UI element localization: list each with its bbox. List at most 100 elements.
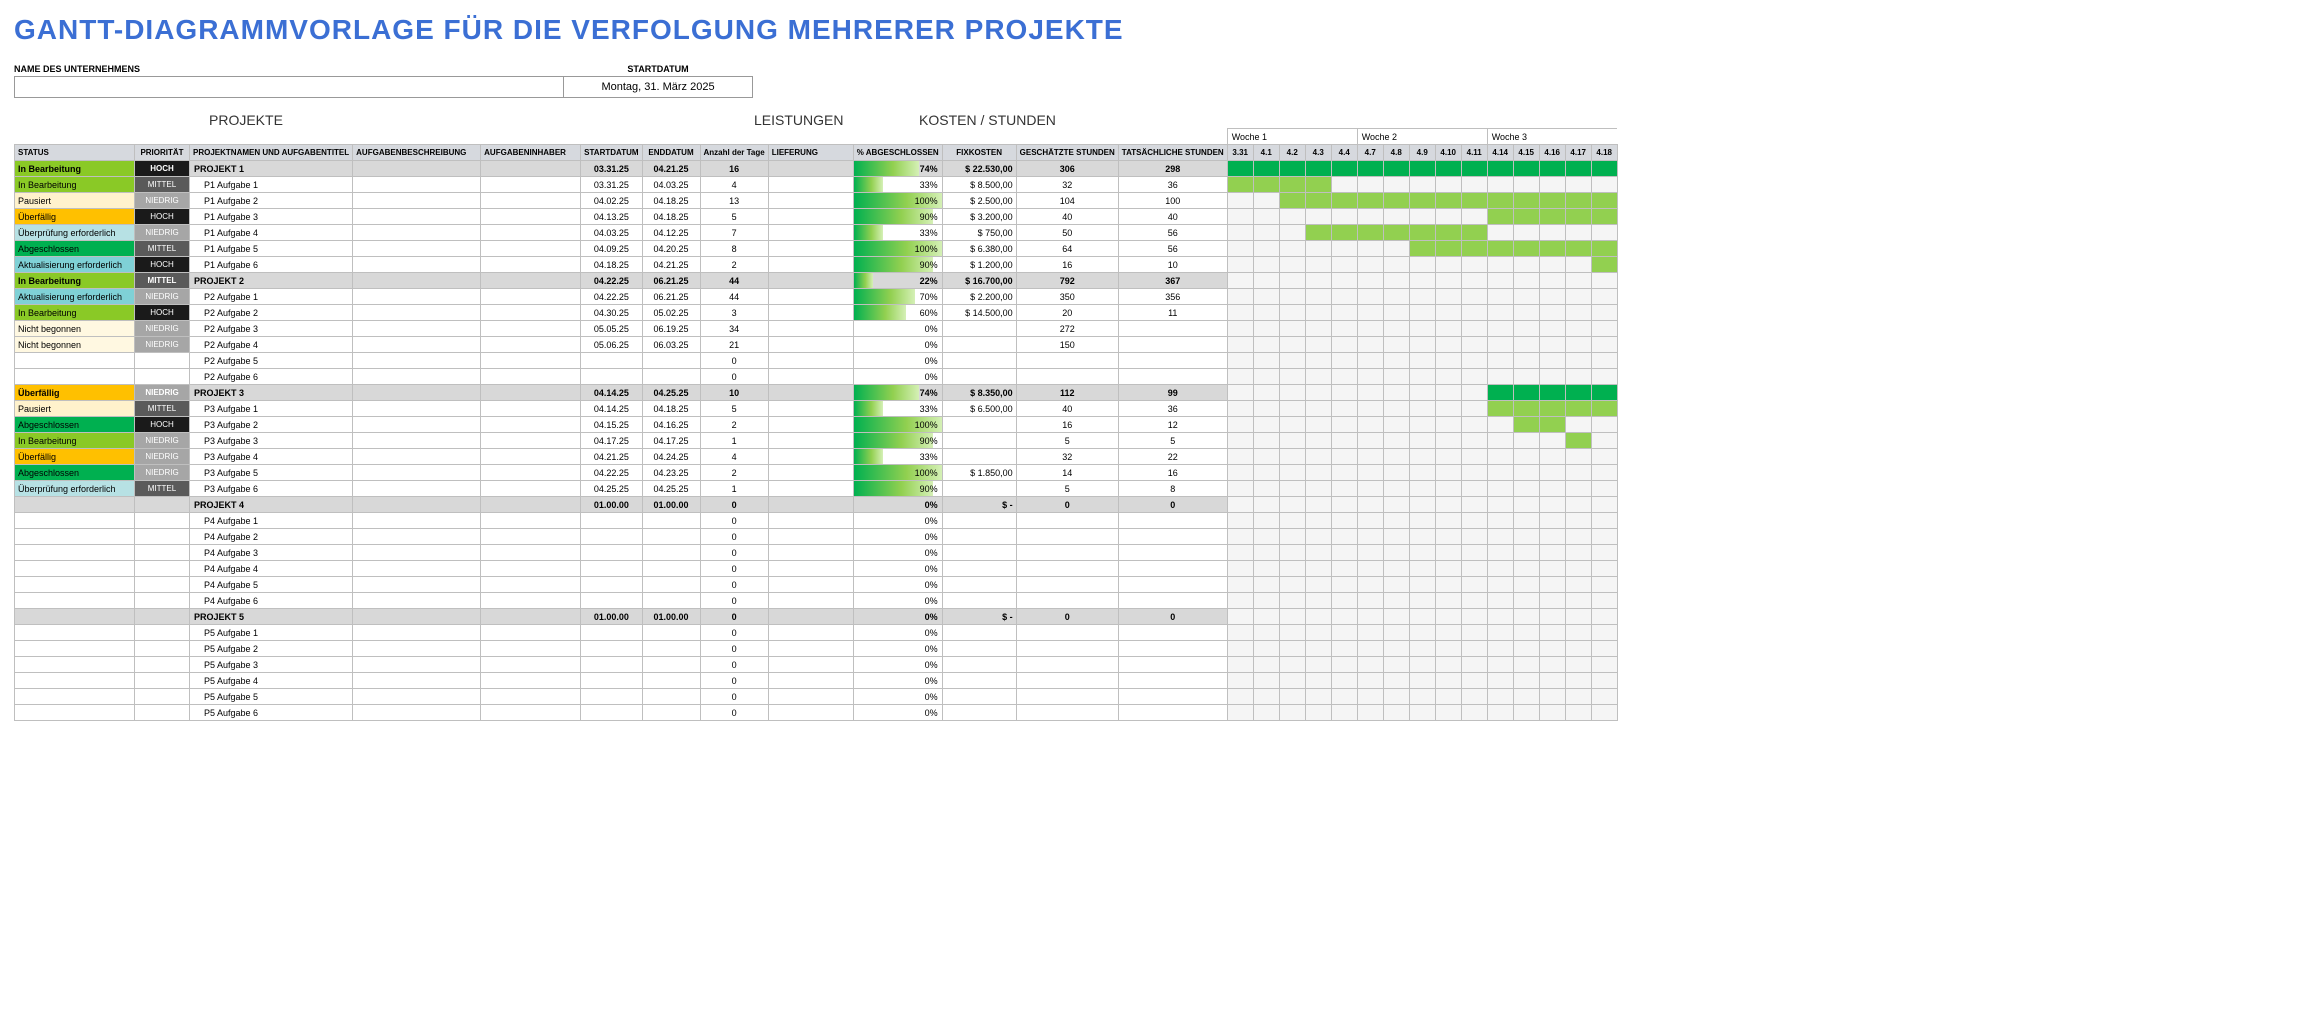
cell-desc[interactable] xyxy=(353,625,481,641)
gantt-cell[interactable] xyxy=(1383,433,1409,449)
col-end[interactable]: ENDDATUM xyxy=(642,145,700,161)
gantt-cell[interactable] xyxy=(1591,513,1617,529)
gantt-cell[interactable] xyxy=(1513,353,1539,369)
cell-desc[interactable] xyxy=(353,385,481,401)
gantt-cell[interactable] xyxy=(1513,321,1539,337)
gantt-cell[interactable] xyxy=(1461,353,1487,369)
gantt-cell[interactable] xyxy=(1539,417,1565,433)
cell-days[interactable]: 2 xyxy=(700,257,768,273)
cell-cost[interactable] xyxy=(942,641,1016,657)
cell-prio[interactable]: NIEDRIG xyxy=(135,225,190,241)
gantt-cell[interactable] xyxy=(1357,545,1383,561)
cell-act[interactable]: 40 xyxy=(1118,209,1227,225)
gantt-cell[interactable] xyxy=(1565,433,1591,449)
cell-prio[interactable]: HOCH xyxy=(135,417,190,433)
cell-days[interactable]: 5 xyxy=(700,401,768,417)
gantt-cell[interactable] xyxy=(1383,273,1409,289)
gantt-cell[interactable] xyxy=(1253,209,1279,225)
cell-cost[interactable] xyxy=(942,625,1016,641)
gantt-cell[interactable] xyxy=(1279,193,1305,209)
cell-prio[interactable] xyxy=(135,689,190,705)
gantt-cell[interactable] xyxy=(1513,673,1539,689)
cell-prio[interactable]: HOCH xyxy=(135,161,190,177)
gantt-cell[interactable] xyxy=(1435,561,1461,577)
gantt-cell[interactable] xyxy=(1435,465,1461,481)
cell-prio[interactable]: NIEDRIG xyxy=(135,321,190,337)
cell-days[interactable]: 1 xyxy=(700,481,768,497)
gantt-cell[interactable] xyxy=(1383,257,1409,273)
table-row[interactable]: P2 Aufgabe 600% xyxy=(15,369,1618,385)
cell-end[interactable]: 01.00.00 xyxy=(642,609,700,625)
cell-pct[interactable]: 0% xyxy=(853,657,942,673)
gantt-cell[interactable] xyxy=(1409,289,1435,305)
cell-deliv[interactable] xyxy=(768,433,853,449)
gantt-cell[interactable] xyxy=(1565,449,1591,465)
cell-deliv[interactable] xyxy=(768,529,853,545)
cell-owner[interactable] xyxy=(481,305,581,321)
table-row[interactable]: P5 Aufgabe 300% xyxy=(15,657,1618,673)
gantt-cell[interactable] xyxy=(1513,161,1539,177)
gantt-cell[interactable] xyxy=(1331,321,1357,337)
gantt-cell[interactable] xyxy=(1305,673,1331,689)
gantt-cell[interactable] xyxy=(1461,625,1487,641)
cell-days[interactable]: 34 xyxy=(700,321,768,337)
cell-desc[interactable] xyxy=(353,609,481,625)
gantt-cell[interactable] xyxy=(1539,609,1565,625)
cell-desc[interactable] xyxy=(353,337,481,353)
cell-title[interactable]: P4 Aufgabe 5 xyxy=(190,577,353,593)
cell-owner[interactable] xyxy=(481,673,581,689)
cell-title[interactable]: PROJEKT 1 xyxy=(190,161,353,177)
gantt-cell[interactable] xyxy=(1357,209,1383,225)
cell-act[interactable]: 36 xyxy=(1118,177,1227,193)
company-input[interactable] xyxy=(14,76,564,98)
cell-end[interactable] xyxy=(642,353,700,369)
gantt-cell[interactable] xyxy=(1435,305,1461,321)
gantt-cell[interactable] xyxy=(1461,385,1487,401)
table-row[interactable]: P5 Aufgabe 600% xyxy=(15,705,1618,721)
gantt-cell[interactable] xyxy=(1461,465,1487,481)
gantt-cell[interactable] xyxy=(1383,321,1409,337)
cell-end[interactable]: 04.16.25 xyxy=(642,417,700,433)
gantt-cell[interactable] xyxy=(1383,561,1409,577)
gantt-cell[interactable] xyxy=(1227,465,1253,481)
cell-pct[interactable]: 33% xyxy=(853,401,942,417)
cell-title[interactable]: P1 Aufgabe 6 xyxy=(190,257,353,273)
gantt-cell[interactable] xyxy=(1279,481,1305,497)
cell-status[interactable] xyxy=(15,353,135,369)
cell-prio[interactable] xyxy=(135,593,190,609)
gantt-cell[interactable] xyxy=(1565,241,1591,257)
gantt-cell[interactable] xyxy=(1227,241,1253,257)
cell-deliv[interactable] xyxy=(768,193,853,209)
gantt-cell[interactable] xyxy=(1591,673,1617,689)
gantt-cell[interactable] xyxy=(1539,705,1565,721)
table-row[interactable]: AbgeschlossenMITTELP1 Aufgabe 504.09.250… xyxy=(15,241,1618,257)
cell-owner[interactable] xyxy=(481,497,581,513)
gantt-cell[interactable] xyxy=(1409,161,1435,177)
gantt-cell[interactable] xyxy=(1513,209,1539,225)
gantt-cell[interactable] xyxy=(1279,577,1305,593)
cell-owner[interactable] xyxy=(481,289,581,305)
cell-pct[interactable]: 0% xyxy=(853,369,942,385)
cell-deliv[interactable] xyxy=(768,273,853,289)
cell-prio[interactable] xyxy=(135,657,190,673)
cell-pct[interactable]: 0% xyxy=(853,593,942,609)
cell-est[interactable]: 40 xyxy=(1016,401,1118,417)
cell-start[interactable]: 04.22.25 xyxy=(581,289,642,305)
gantt-cell[interactable] xyxy=(1461,193,1487,209)
gantt-cell[interactable] xyxy=(1253,513,1279,529)
cell-title[interactable]: P3 Aufgabe 6 xyxy=(190,481,353,497)
cell-title[interactable]: P1 Aufgabe 1 xyxy=(190,177,353,193)
cell-cost[interactable]: $ 14.500,00 xyxy=(942,305,1016,321)
cell-owner[interactable] xyxy=(481,433,581,449)
table-row[interactable]: In BearbeitungHOCHP2 Aufgabe 204.30.2505… xyxy=(15,305,1618,321)
cell-prio[interactable]: NIEDRIG xyxy=(135,289,190,305)
cell-title[interactable]: P5 Aufgabe 1 xyxy=(190,625,353,641)
table-row[interactable]: PausiertMITTELP3 Aufgabe 104.14.2504.18.… xyxy=(15,401,1618,417)
table-row[interactable]: P4 Aufgabe 100% xyxy=(15,513,1618,529)
gantt-cell[interactable] xyxy=(1591,401,1617,417)
gantt-cell[interactable] xyxy=(1565,561,1591,577)
gantt-cell[interactable] xyxy=(1331,337,1357,353)
cell-status[interactable] xyxy=(15,545,135,561)
cell-act[interactable]: 298 xyxy=(1118,161,1227,177)
gantt-cell[interactable] xyxy=(1539,433,1565,449)
